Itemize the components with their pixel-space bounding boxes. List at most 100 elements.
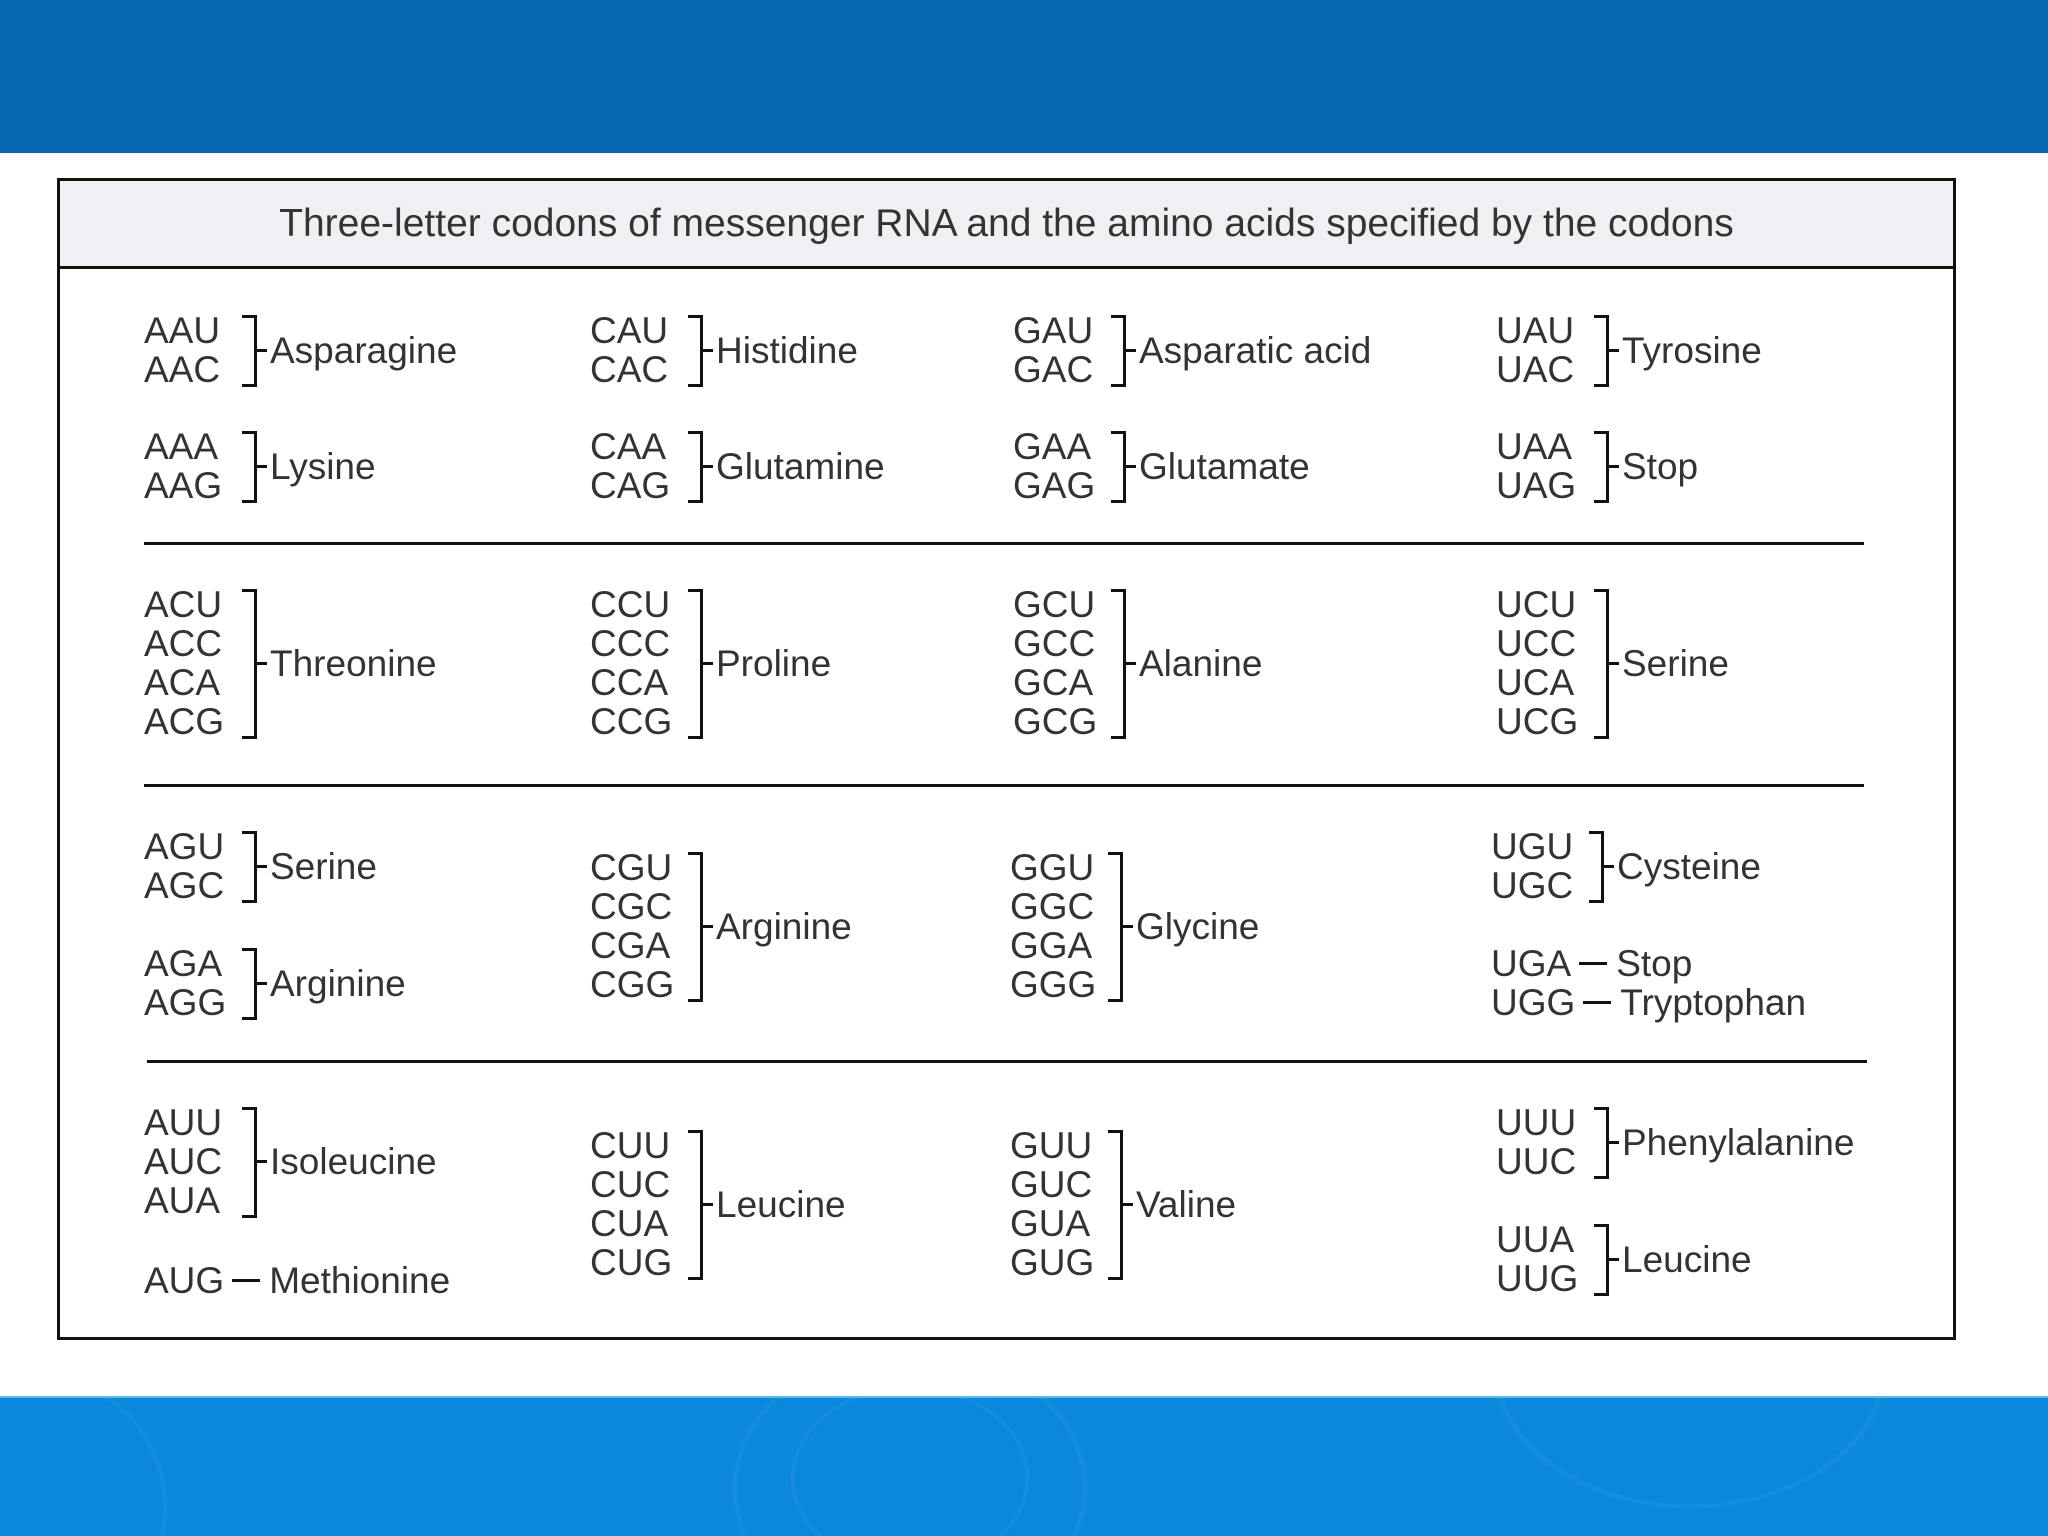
amino-acid: Stop: [1622, 445, 1699, 487]
codon-list: UAU UAC: [1496, 311, 1594, 389]
codon: AUG: [144, 1260, 225, 1301]
codon-list: AGU AGC: [144, 827, 242, 905]
codon: GCC: [1013, 623, 1096, 664]
bracket: [1111, 589, 1126, 739]
bottom-banner: [0, 1396, 2048, 1536]
codon: AGA: [144, 943, 223, 984]
codon-group: CAU CAC Histidine: [590, 311, 858, 389]
top-banner: [0, 0, 2048, 153]
bracket: [1594, 431, 1609, 503]
codon-group: CCU CCC CCA CCG Proline: [590, 585, 831, 741]
dash-connector: [232, 1279, 261, 1282]
bracket-tick: [257, 348, 267, 352]
codon: CGA: [590, 925, 671, 966]
codon: ACA: [144, 662, 221, 703]
codon: UCC: [1496, 623, 1577, 664]
bracket-tick: [703, 348, 713, 352]
bracket: [242, 589, 257, 739]
codon: CGC: [590, 886, 673, 927]
codon: UAC: [1496, 349, 1575, 390]
codon-list: UAA UAG: [1496, 427, 1594, 505]
codon: GCG: [1013, 701, 1098, 742]
amino-acid: Phenylalanine: [1622, 1121, 1855, 1163]
codon: CCU: [590, 584, 671, 625]
codon: UCU: [1496, 584, 1577, 625]
codon: CUU: [590, 1125, 671, 1166]
codon-group: AAA AAG Lysine: [144, 427, 376, 505]
amino-acid: Methionine: [269, 1260, 451, 1301]
amino-acid: Tyrosine: [1622, 329, 1762, 371]
codon: UAA: [1496, 426, 1573, 467]
codon: AAA: [144, 426, 219, 467]
codon: GUA: [1010, 1203, 1091, 1244]
bracket-tick: [1609, 1140, 1619, 1144]
codon: GUC: [1010, 1164, 1093, 1205]
codon-list: AAU AAC: [144, 311, 242, 389]
codon: GCU: [1013, 584, 1096, 625]
bracket-tick: [1609, 464, 1619, 468]
codon-group: AAU AAC Asparagine: [144, 311, 457, 389]
bracket: [1111, 315, 1126, 387]
bracket-tick: [1126, 464, 1136, 468]
amino-acid: Glutamine: [716, 445, 885, 487]
bracket-tick: [1126, 661, 1136, 665]
bracket: [242, 948, 257, 1020]
bracket: [1594, 315, 1609, 387]
codon-list: AAA AAG: [144, 427, 242, 505]
codon-group: AGA AGG Arginine: [144, 944, 406, 1022]
amino-acid: Arginine: [716, 905, 852, 947]
bracket: [242, 315, 257, 387]
codon: UGG: [1491, 982, 1576, 1023]
bracket: [1594, 1224, 1609, 1296]
amino-acid: Alanine: [1139, 642, 1263, 684]
codon-group: UAU UAC Tyrosine: [1496, 311, 1762, 389]
codon: AUC: [144, 1141, 223, 1182]
bracket-tick: [703, 1202, 713, 1206]
codon-group: GCU GCC GCA GCG Alanine: [1013, 585, 1262, 741]
codon-list: AUU AUC AUA: [144, 1103, 242, 1220]
codon: UCG: [1496, 701, 1579, 742]
codon: CAC: [590, 349, 669, 390]
codon: UUC: [1496, 1141, 1577, 1182]
bracket: [242, 431, 257, 503]
codon: CUG: [590, 1242, 673, 1283]
codon: UGU: [1491, 826, 1574, 867]
codon-list: GAU GAC: [1013, 311, 1111, 389]
amino-acid: Arginine: [270, 962, 406, 1004]
bracket: [1111, 431, 1126, 503]
codon: AAG: [144, 465, 223, 506]
codon: UCA: [1496, 662, 1575, 703]
codon: UAU: [1496, 310, 1575, 351]
codon: AUA: [144, 1180, 221, 1221]
codon: CAU: [590, 310, 669, 351]
dash-connector: [1579, 962, 1608, 965]
codon: CUC: [590, 1164, 671, 1205]
codon: GAU: [1013, 310, 1094, 351]
codon-group: UAA UAG Stop: [1496, 427, 1698, 505]
codon-group: UGU UGC Cysteine: [1491, 827, 1761, 905]
bracket-tick: [1126, 348, 1136, 352]
codon-table: Three-letter codons of messenger RNA and…: [57, 178, 1956, 1340]
codon-list: AGA AGG: [144, 944, 242, 1022]
amino-acid: Leucine: [1622, 1238, 1752, 1280]
codon: UUG: [1496, 1258, 1579, 1299]
codon: AAC: [144, 349, 221, 390]
codon: GAC: [1013, 349, 1094, 390]
codon-list: UUA UUG: [1496, 1220, 1594, 1298]
codon: UAG: [1496, 465, 1577, 506]
codon: UGA: [1491, 943, 1572, 984]
codon: AGG: [144, 982, 227, 1023]
codon-list: GUU GUC GUA GUG: [1010, 1126, 1108, 1282]
row-divider: [144, 542, 1864, 545]
bracket-tick: [1609, 1257, 1619, 1261]
bracket: [1108, 852, 1123, 1002]
codon: CCG: [590, 701, 673, 742]
codon-group: GUU GUC GUA GUG Valine: [1010, 1126, 1236, 1282]
bracket: [242, 831, 257, 903]
codon: CGG: [590, 964, 675, 1005]
codon-group: GAA GAG Glutamate: [1013, 427, 1310, 505]
codon-list: UGG: [1491, 983, 1575, 1022]
row-divider: [144, 784, 1864, 787]
bracket-tick: [257, 661, 267, 665]
codon: CAA: [590, 426, 667, 467]
